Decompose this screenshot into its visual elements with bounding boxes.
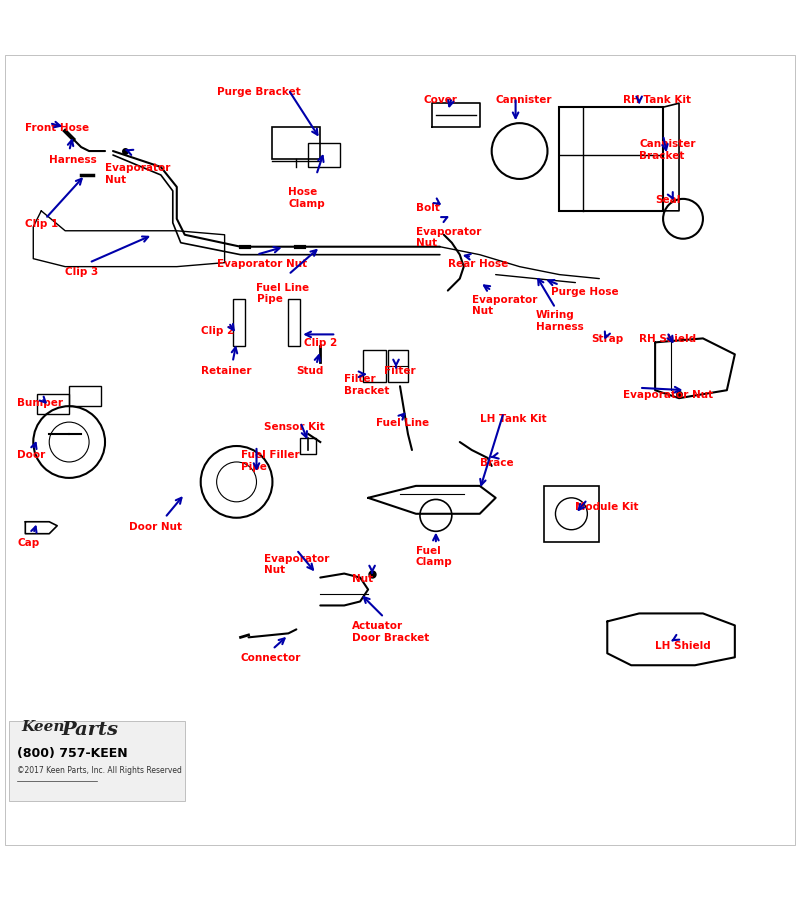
Text: Clip 1: Clip 1 [26, 219, 58, 229]
Bar [10, 721, 185, 801]
Text: Evaporator
Nut: Evaporator Nut [105, 163, 170, 184]
Text: Evaporator Nut: Evaporator Nut [623, 391, 714, 401]
Text: Door Nut: Door Nut [129, 522, 182, 532]
Text: Rear Hose: Rear Hose [448, 258, 508, 269]
Text: RH Shield: RH Shield [639, 335, 696, 345]
Text: Sensor Kit: Sensor Kit [265, 422, 326, 432]
Text: (800) 757-KEEN: (800) 757-KEEN [18, 747, 128, 760]
Text: Bolt: Bolt [416, 202, 440, 213]
Bar [362, 350, 386, 382]
Text: Bumper: Bumper [18, 398, 63, 409]
Text: Clip 2: Clip 2 [201, 327, 234, 337]
Text: Strap: Strap [591, 335, 623, 345]
Text: Nut: Nut [352, 573, 374, 583]
Text: Front Hose: Front Hose [26, 123, 90, 133]
Bar [559, 107, 663, 211]
Bar [543, 486, 599, 542]
Text: Evaporator
Nut: Evaporator Nut [472, 294, 537, 316]
Text: Parts: Parts [61, 722, 118, 740]
Bar [38, 394, 69, 414]
Text: Brace: Brace [480, 458, 514, 468]
Bar [300, 438, 316, 454]
Text: Evaporator
Nut: Evaporator Nut [416, 227, 482, 248]
Text: LH Shield: LH Shield [655, 642, 711, 652]
Text: Keen: Keen [22, 720, 65, 733]
Text: Retainer: Retainer [201, 366, 251, 376]
Text: Cover: Cover [424, 95, 458, 105]
Bar [233, 299, 245, 346]
Bar [288, 299, 300, 346]
Text: ©2017 Keen Parts, Inc. All Rights Reserved: ©2017 Keen Parts, Inc. All Rights Reserv… [18, 766, 182, 775]
Text: Seal: Seal [655, 195, 681, 205]
Text: Evaporator
Nut: Evaporator Nut [265, 554, 330, 575]
Text: Filter
Bracket: Filter Bracket [344, 374, 390, 396]
Text: Fuel Line
Pipe: Fuel Line Pipe [257, 283, 310, 304]
Text: Module Kit: Module Kit [575, 502, 639, 512]
Text: Fuel Line: Fuel Line [376, 418, 430, 428]
Text: Clip 2: Clip 2 [304, 338, 338, 348]
Text: Fuel Filler
Pipe: Fuel Filler Pipe [241, 450, 299, 472]
Text: LH Tank Kit: LH Tank Kit [480, 414, 546, 424]
Bar [308, 143, 340, 167]
Text: Stud: Stud [296, 366, 324, 376]
Text: Connector: Connector [241, 653, 301, 663]
Text: RH Tank Kit: RH Tank Kit [623, 95, 691, 105]
Text: Cap: Cap [18, 537, 39, 548]
Text: Actuator
Door Bracket: Actuator Door Bracket [352, 621, 430, 643]
Bar [388, 350, 408, 382]
Text: Harness: Harness [50, 155, 97, 165]
Text: Evaporator Nut: Evaporator Nut [217, 258, 306, 269]
Text: Hose
Clamp: Hose Clamp [288, 187, 325, 209]
Text: Clip 3: Clip 3 [65, 266, 98, 276]
Text: Cannister
Bracket: Cannister Bracket [639, 140, 696, 161]
Text: Purge Hose: Purge Hose [551, 286, 619, 297]
Bar [69, 386, 101, 406]
Text: Purge Bracket: Purge Bracket [217, 87, 300, 97]
Text: Filter: Filter [384, 366, 416, 376]
Text: Fuel
Clamp: Fuel Clamp [416, 545, 453, 567]
Text: Cannister: Cannister [496, 95, 552, 105]
Bar [273, 127, 320, 159]
Text: Wiring
Harness: Wiring Harness [535, 310, 583, 332]
Text: Door: Door [18, 450, 46, 460]
